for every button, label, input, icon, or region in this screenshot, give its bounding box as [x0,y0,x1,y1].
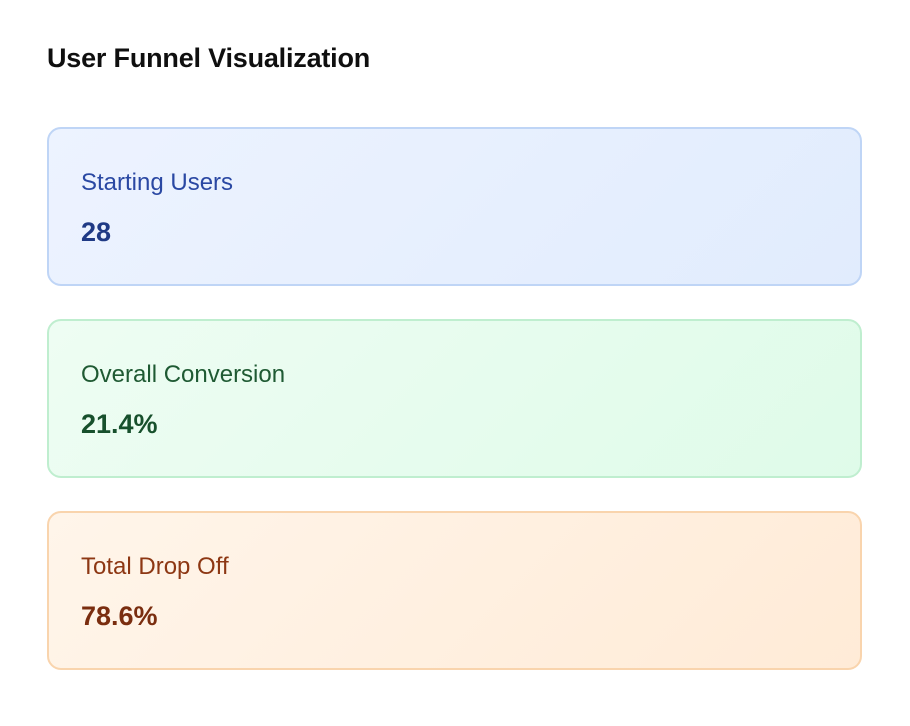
total-drop-off-card: Total Drop Off 78.6% [47,511,862,670]
total-drop-off-value: 78.6% [81,601,158,631]
overall-conversion-label: Overall Conversion [81,361,286,388]
starting-users-card: Starting Users 28 [47,127,862,286]
overall-conversion-card: Overall Conversion 21.4% [47,319,862,478]
page-title: User Funnel Visualization [47,43,371,73]
total-drop-off-label: Total Drop Off [81,553,229,580]
starting-users-label: Starting Users [81,169,234,196]
overall-conversion-value: 21.4% [81,409,158,439]
stats-list: Starting Users 28 Overall Conversion 21.… [47,127,862,670]
starting-users-value: 28 [81,217,112,247]
